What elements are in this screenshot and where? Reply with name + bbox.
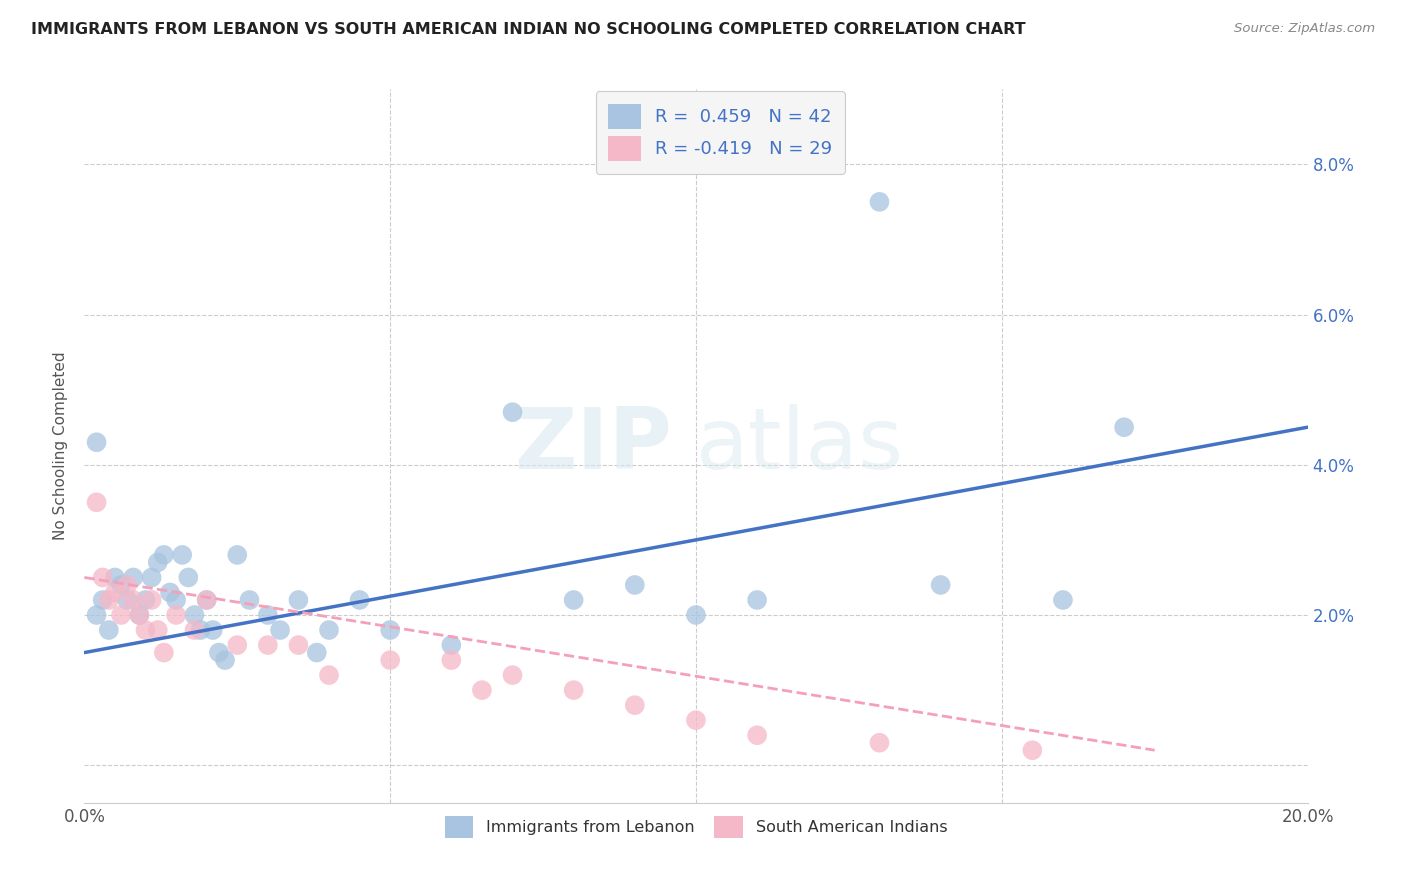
Point bbox=[208, 646, 231, 660]
Point bbox=[1114, 420, 1136, 434]
Point bbox=[201, 623, 224, 637]
Point bbox=[115, 593, 138, 607]
Point bbox=[86, 607, 108, 622]
Point bbox=[146, 556, 169, 570]
Point bbox=[97, 623, 120, 637]
Point bbox=[380, 653, 402, 667]
Point bbox=[104, 585, 127, 599]
Point bbox=[869, 736, 891, 750]
Point bbox=[226, 548, 249, 562]
Point bbox=[110, 578, 132, 592]
Point bbox=[502, 668, 524, 682]
Point bbox=[128, 607, 150, 622]
Point bbox=[349, 593, 371, 607]
Point bbox=[159, 585, 181, 599]
Point bbox=[190, 623, 212, 637]
Point bbox=[97, 593, 120, 607]
Point bbox=[226, 638, 249, 652]
Point bbox=[183, 623, 205, 637]
Text: ZIP: ZIP bbox=[513, 404, 672, 488]
Point bbox=[440, 638, 463, 652]
Point bbox=[305, 646, 328, 660]
Point bbox=[685, 713, 707, 727]
Point bbox=[153, 646, 176, 660]
Point bbox=[747, 728, 769, 742]
Point bbox=[141, 570, 163, 584]
Point bbox=[562, 683, 585, 698]
Point bbox=[440, 653, 463, 667]
Point bbox=[287, 593, 309, 607]
Point bbox=[502, 405, 524, 419]
Point bbox=[141, 593, 163, 607]
Text: atlas: atlas bbox=[696, 404, 904, 488]
Point bbox=[135, 623, 157, 637]
Point bbox=[1052, 593, 1074, 607]
Point bbox=[165, 607, 187, 622]
Point bbox=[869, 194, 891, 209]
Point bbox=[195, 593, 218, 607]
Point bbox=[747, 593, 769, 607]
Point bbox=[165, 593, 187, 607]
Point bbox=[122, 593, 145, 607]
Point bbox=[380, 623, 402, 637]
Point bbox=[110, 607, 132, 622]
Point bbox=[1021, 743, 1043, 757]
Point bbox=[214, 653, 236, 667]
Point bbox=[115, 578, 138, 592]
Point bbox=[318, 668, 340, 682]
Point bbox=[318, 623, 340, 637]
Point bbox=[269, 623, 291, 637]
Point bbox=[86, 435, 108, 450]
Point bbox=[91, 593, 114, 607]
Point bbox=[122, 570, 145, 584]
Point bbox=[257, 638, 280, 652]
Point bbox=[562, 593, 585, 607]
Point bbox=[195, 593, 218, 607]
Text: IMMIGRANTS FROM LEBANON VS SOUTH AMERICAN INDIAN NO SCHOOLING COMPLETED CORRELAT: IMMIGRANTS FROM LEBANON VS SOUTH AMERICA… bbox=[31, 22, 1025, 37]
Point bbox=[238, 593, 260, 607]
Point bbox=[153, 548, 176, 562]
Point bbox=[624, 578, 647, 592]
Text: Source: ZipAtlas.com: Source: ZipAtlas.com bbox=[1234, 22, 1375, 36]
Point bbox=[86, 495, 108, 509]
Point bbox=[91, 570, 114, 584]
Point bbox=[128, 607, 150, 622]
Point bbox=[257, 607, 280, 622]
Legend: Immigrants from Lebanon, South American Indians: Immigrants from Lebanon, South American … bbox=[439, 809, 953, 845]
Point bbox=[929, 578, 952, 592]
Y-axis label: No Schooling Completed: No Schooling Completed bbox=[53, 351, 69, 541]
Point bbox=[146, 623, 169, 637]
Point bbox=[183, 607, 205, 622]
Point bbox=[177, 570, 200, 584]
Point bbox=[471, 683, 494, 698]
Point bbox=[685, 607, 707, 622]
Point bbox=[624, 698, 647, 713]
Point bbox=[135, 593, 157, 607]
Point bbox=[104, 570, 127, 584]
Point bbox=[287, 638, 309, 652]
Point bbox=[172, 548, 194, 562]
